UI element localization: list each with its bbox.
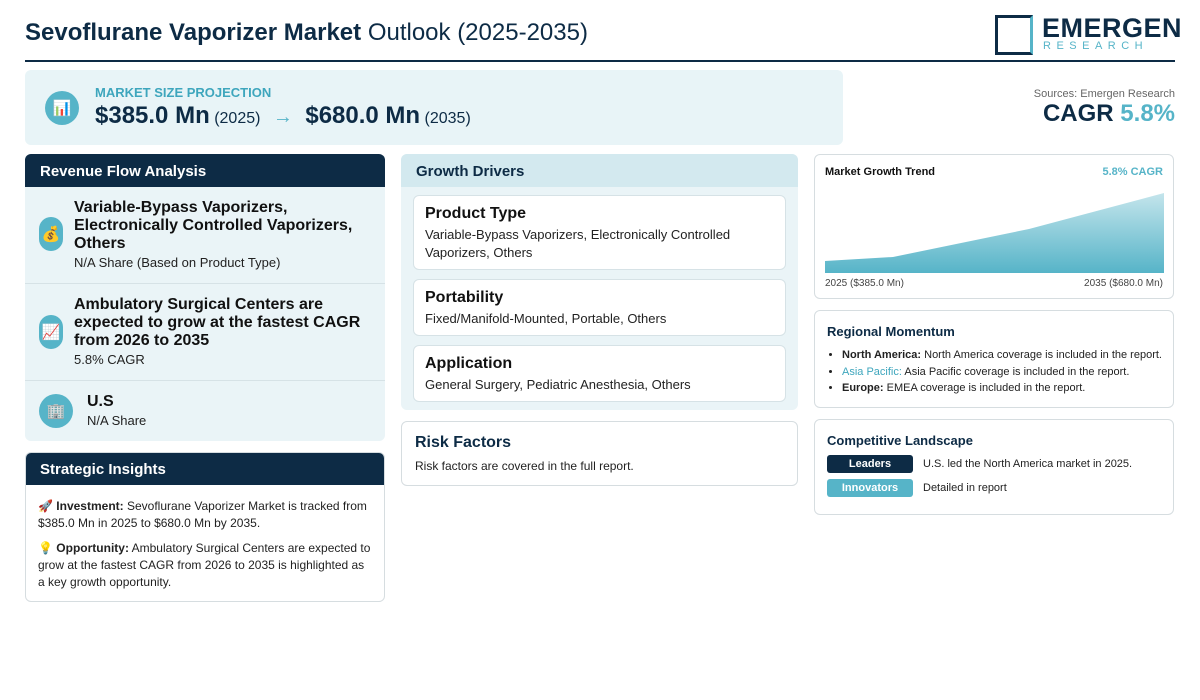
- item-subtitle: 5.8% CAGR: [74, 352, 145, 367]
- arrow: →: [272, 106, 293, 128]
- driver-card: Application General Surgery, Pediatric An…: [413, 345, 786, 402]
- item-subtitle: N/A Share: [87, 413, 147, 428]
- start-year: (2025): [214, 110, 261, 127]
- title: Sevoflurane Vaporizer Market Outlook (20…: [25, 19, 588, 47]
- panel-title: Risk Factors: [415, 434, 512, 451]
- item-title: U.S: [87, 393, 114, 410]
- region-list: North America: North America coverage is…: [815, 347, 1170, 397]
- competitor-row: Leaders U.S. led the North America market…: [827, 455, 1132, 473]
- strategic-insights: Strategic Insights 🚀 Investment: Sevoflu…: [25, 452, 385, 602]
- competitor-text: U.S. led the North America market in 202…: [923, 458, 1133, 470]
- competitor-row: Innovators Detailed in report: [827, 479, 1007, 497]
- driver-title: Portability: [425, 289, 504, 306]
- region: Europe: EMEA coverage is included in the…: [842, 380, 1170, 397]
- divider: [25, 283, 385, 284]
- region-text: Asia Pacific coverage is included in the…: [904, 365, 1130, 378]
- driver-text: Variable-Bypass Vaporizers, Electronical…: [425, 227, 731, 260]
- region: Asia Pacific: Asia Pacific coverage is i…: [842, 364, 1170, 381]
- driver-card: Product Type Variable-Bypass Vaporizers, …: [413, 195, 786, 270]
- region-label: Asia Pacific:: [842, 365, 902, 378]
- icon: 💡: [38, 541, 53, 555]
- item-title: Ambulatory Surgical Centers are expected…: [74, 296, 361, 349]
- competitor-text: Detailed in report: [923, 482, 1007, 494]
- label: MARKET SIZE PROJECTION: [95, 85, 272, 100]
- panel-title: Market Growth Trend: [825, 166, 936, 178]
- market-growth-trend: Market Growth Trend 5.8% CAGR 2025 ($385…: [814, 154, 1174, 299]
- driver-card: Portability Fixed/Manifold-Mounted, Porta…: [413, 279, 786, 336]
- icon: 🚀: [38, 499, 53, 513]
- region: North America: North America coverage is…: [842, 347, 1170, 364]
- revenue-flow: Revenue Flow Analysis 💰 Variable-Bypass …: [25, 154, 385, 441]
- logo-name: EMERGEN: [1042, 13, 1183, 43]
- cagr-label: CAGR: [1042, 100, 1114, 127]
- area: [825, 193, 1164, 273]
- logo-sub: RESEARCH: [1043, 40, 1149, 52]
- panel-title: Revenue Flow Analysis: [25, 154, 385, 187]
- end-year: (2035): [424, 110, 471, 127]
- icon: 📈: [39, 315, 63, 349]
- projection: 📊 MARKET SIZE PROJECTION $385.0 Mn (2025…: [25, 70, 843, 145]
- badge: Leaders: [827, 455, 913, 473]
- icon: 🏢: [39, 394, 73, 428]
- trend-area: [825, 193, 1164, 273]
- icon: 📊: [45, 91, 79, 125]
- risk-text: Risk factors are covered in the full rep…: [415, 459, 634, 473]
- competitive-landscape: Competitive Landscape Leaders U.S. led th…: [814, 419, 1174, 515]
- end-label: 2035 ($680.0 Mn): [1084, 278, 1163, 289]
- title-rest: Outlook (2025-2035): [367, 19, 588, 46]
- start-value: $385.0 Mn: [95, 102, 210, 129]
- cagr-value: 5.8%: [1120, 100, 1175, 127]
- region-text: EMEA coverage is included in the report.: [886, 382, 1086, 394]
- item-subtitle: N/A Share (Based on Product Type): [74, 255, 281, 270]
- driver-text: Fixed/Manifold-Mounted, Portable, Others: [425, 311, 667, 326]
- badge: Innovators: [827, 479, 913, 497]
- insight: 🚀 Investment: Sevoflurane Vaporizer Mark…: [38, 498, 373, 532]
- growth-drivers: Growth Drivers Product Type Variable-Bypa…: [401, 154, 798, 410]
- start-label: 2025 ($385.0 Mn): [825, 278, 904, 289]
- divider: [25, 380, 385, 381]
- panel-title: Competitive Landscape: [827, 433, 973, 448]
- title-bold: Sevoflurane Vaporizer Market: [25, 19, 362, 46]
- header-rule: [25, 60, 1175, 62]
- region-label: Europe:: [842, 382, 884, 394]
- driver-title: Product Type: [425, 205, 527, 222]
- panel-title: Regional Momentum: [827, 324, 955, 339]
- panel-title: Strategic Insights: [26, 453, 384, 485]
- region-text: North America coverage is included in th…: [924, 349, 1162, 361]
- logo-mark: [995, 15, 1033, 55]
- region-label: North America:: [842, 349, 922, 361]
- sources: Sources: Emergen Research: [1033, 88, 1175, 100]
- insight-label: Opportunity:: [56, 541, 129, 555]
- cagr: CAGR 5.8%: [1043, 100, 1175, 128]
- panel-title: Growth Drivers: [401, 154, 798, 187]
- risk-factors: Risk Factors Risk factors are covered in…: [401, 421, 798, 486]
- badge: 5.8% CAGR: [1102, 166, 1163, 178]
- values: $385.0 Mn (2025) → $680.0 Mn (2035): [95, 102, 471, 130]
- insight-label: Investment:: [56, 499, 124, 513]
- end-value: $680.0 Mn: [305, 102, 421, 129]
- insight-text: Ambulatory Surgical Centers are expected…: [38, 541, 371, 589]
- item-title: Variable-Bypass Vaporizers, Electronical…: [74, 199, 353, 252]
- regional-momentum: Regional Momentum North America: North A…: [814, 310, 1174, 408]
- driver-title: Application: [425, 355, 513, 372]
- icon: 💰: [39, 217, 63, 251]
- insight-text: Sevoflurane Vaporizer Market is tracked …: [38, 499, 367, 530]
- driver-text: General Surgery, Pediatric Anesthesia, O…: [425, 377, 691, 392]
- insight: 💡 Opportunity: Ambulatory Surgical Cente…: [38, 540, 373, 591]
